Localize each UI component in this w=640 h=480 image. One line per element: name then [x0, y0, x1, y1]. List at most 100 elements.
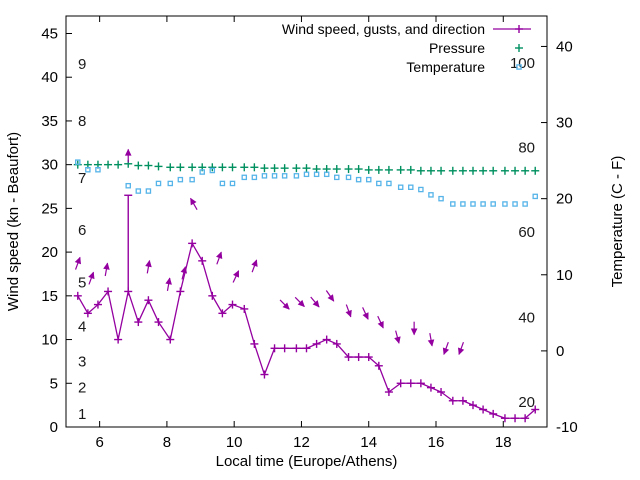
marker-square — [199, 169, 205, 175]
series-wind-speed-gusts-and-direction — [73, 239, 540, 423]
legend-sample-1 — [515, 44, 523, 52]
marker-square — [470, 201, 476, 207]
legend-sample-0 — [493, 25, 531, 33]
plot-frame — [65, 15, 548, 428]
marker-square — [229, 180, 236, 187]
y-tick-label: 30 — [41, 157, 58, 174]
legend-label-0: Wind speed, gusts, and direction — [282, 21, 485, 37]
marker-square — [397, 184, 404, 190]
marker-square — [261, 173, 268, 179]
y2-tick-label: 30 — [556, 115, 573, 132]
arrow-head — [190, 197, 197, 206]
arrow-head — [180, 266, 188, 274]
x-tick-label: 12 — [293, 434, 310, 451]
arrow-head — [427, 339, 435, 347]
beaufort-label-7: 7 — [78, 170, 86, 187]
arrow-head — [74, 256, 81, 265]
marker-square — [313, 171, 320, 178]
arrow-head — [297, 299, 305, 308]
fahrenheit-label-100: 100 — [510, 55, 535, 72]
arrow-head — [88, 271, 95, 280]
series-temperature — [75, 159, 538, 207]
marker-square — [251, 174, 258, 181]
marker-square — [386, 180, 392, 187]
x-axis-title: Local time (Europe/Athens) — [216, 453, 398, 470]
marker-square — [345, 174, 352, 181]
marker-square — [209, 167, 216, 174]
marker-square — [219, 180, 226, 187]
marker-square — [145, 188, 152, 194]
arrow-head — [362, 312, 369, 320]
arrow-head — [165, 277, 172, 285]
fahrenheit-label-60: 60 — [518, 224, 535, 241]
y-tick-label: 5 — [50, 375, 58, 392]
y2-tick-label: 40 — [556, 38, 573, 55]
arrow-head — [442, 347, 450, 356]
legend-label-1: Pressure — [429, 40, 485, 56]
y-tick-label: 25 — [41, 200, 58, 217]
legend-label-2: Temperature — [406, 59, 485, 75]
y-tick-label: 0 — [50, 419, 58, 436]
arrow-head — [345, 309, 352, 318]
x-tick-label: 10 — [226, 434, 243, 451]
arrow-head — [394, 336, 401, 344]
marker-square — [502, 201, 508, 207]
beaufort-label-1: 1 — [78, 406, 86, 423]
marker-square — [85, 166, 91, 173]
marker-square — [418, 186, 424, 193]
y-tick-label: 10 — [41, 332, 58, 349]
marker-square — [480, 201, 486, 207]
marker-square — [271, 173, 278, 179]
arrow-head — [327, 294, 335, 302]
marker-square — [450, 201, 456, 207]
beaufort-label-9: 9 — [78, 56, 86, 73]
beaufort-label-6: 6 — [78, 222, 86, 239]
marker-square — [408, 184, 414, 190]
series-line — [77, 241, 536, 419]
x-tick-label: 16 — [428, 434, 445, 451]
x-tick-label: 6 — [95, 434, 103, 451]
arrow-head — [145, 259, 152, 268]
y2-tick-label: 10 — [556, 267, 573, 284]
beaufort-label-4: 4 — [78, 318, 86, 335]
fahrenheit-label-80: 80 — [518, 140, 535, 157]
series-pressure — [73, 159, 540, 175]
series-gust — [124, 194, 133, 292]
marker-square — [177, 176, 184, 183]
fahrenheit-label-40: 40 — [518, 309, 535, 326]
arrow-head — [410, 328, 418, 336]
arrow-head — [103, 262, 110, 270]
marker-square — [376, 180, 382, 187]
arrow-head — [251, 259, 258, 267]
arrow-head — [282, 302, 290, 310]
marker-square — [167, 180, 174, 187]
y-tick-label: 45 — [41, 25, 58, 42]
y2-tick-label: 20 — [556, 191, 573, 208]
x-tick-label: 8 — [163, 434, 171, 451]
marker-square — [75, 159, 81, 165]
y-axis-title: Wind speed (kn - Beaufort) — [5, 132, 22, 311]
marker-square — [303, 171, 310, 178]
marker-square — [281, 173, 288, 179]
marker-square — [125, 182, 131, 189]
wind-direction-arrows — [74, 148, 465, 356]
marker-square — [460, 201, 466, 207]
y2-tick-label: 0 — [556, 343, 564, 360]
y2-axis-title: Temperature (C - F) — [609, 156, 626, 288]
beaufort-label-2: 2 — [78, 380, 86, 397]
marker-square — [438, 195, 444, 202]
marker-square — [490, 201, 496, 207]
y-tick-label: 15 — [41, 288, 58, 305]
beaufort-label-8: 8 — [78, 113, 86, 130]
arrow-head — [233, 270, 240, 278]
x-tick-label: 14 — [360, 434, 377, 451]
marker-square — [334, 174, 340, 181]
arrow-head — [377, 320, 384, 329]
marker-square — [522, 201, 528, 207]
marker-square — [428, 192, 434, 198]
y-tick-label: 20 — [41, 244, 58, 261]
y-tick-label: 35 — [41, 113, 58, 130]
marker-square — [516, 64, 522, 70]
